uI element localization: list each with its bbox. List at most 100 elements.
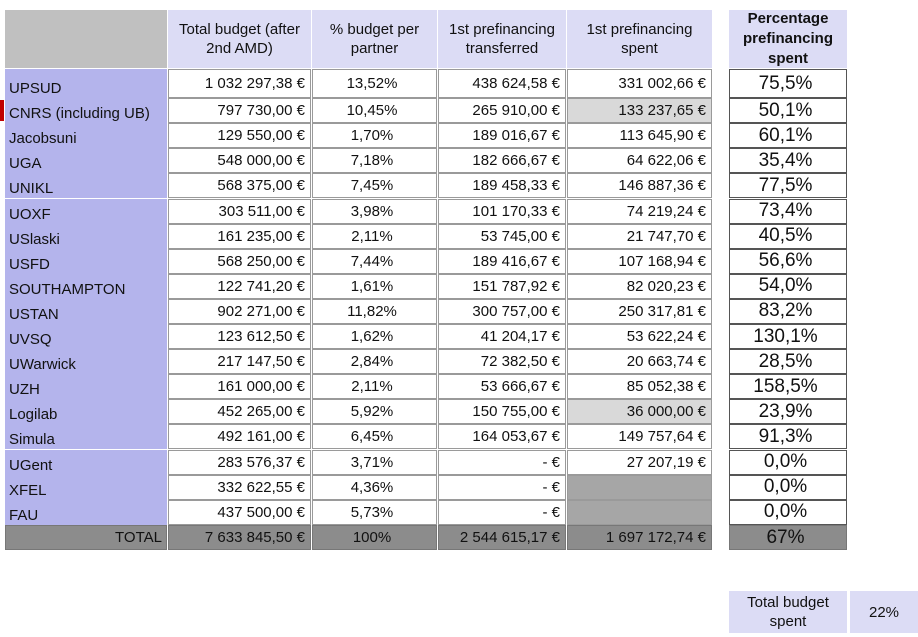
value-cell: 2,11% — [312, 223, 437, 249]
value-cell: 182 666,67 € — [438, 148, 566, 174]
value-cell: 36 000,00 € — [567, 399, 712, 425]
value-cell: 21 747,70 € — [567, 223, 712, 249]
header-cell: % budget per partner — [312, 10, 437, 68]
value-cell: 11,82% — [312, 298, 437, 324]
value-cell: 7,44% — [312, 248, 437, 274]
value-cell: 82 020,23 € — [567, 273, 712, 299]
value-cell: 158,5% — [729, 374, 847, 400]
value-cell: 53 622,24 € — [567, 324, 712, 350]
value-cell: 4,36% — [312, 474, 437, 500]
value-cell: 437 500,00 € — [168, 499, 311, 525]
value-cell: 28,5% — [729, 349, 847, 375]
partner-name: USTAN — [5, 298, 167, 324]
partner-name: FAU — [5, 499, 167, 525]
value-cell: 151 787,92 € — [438, 273, 566, 299]
value-cell: 568 250,00 € — [168, 248, 311, 274]
value-cell: 13,52% — [312, 69, 437, 99]
header-cell: 1st prefinancing spent — [567, 10, 712, 68]
partner-name: UPSUD — [5, 69, 167, 99]
total-cell: TOTAL — [5, 525, 167, 551]
total-cell: 100% — [312, 525, 437, 551]
value-cell — [567, 474, 712, 500]
value-cell: 72 382,50 € — [438, 349, 566, 375]
value-cell: 27 207,19 € — [567, 449, 712, 475]
value-cell: 123 612,50 € — [168, 324, 311, 350]
value-cell: 50,1% — [729, 98, 847, 124]
row-flag — [0, 100, 4, 122]
partner-name: UVSQ — [5, 324, 167, 350]
summary-value: 22% — [850, 591, 918, 633]
total-cell: 7 633 845,50 € — [168, 525, 311, 551]
value-cell: - € — [438, 474, 566, 500]
value-cell: 91,3% — [729, 424, 847, 450]
value-cell: 3,98% — [312, 198, 437, 224]
value-cell: 250 317,81 € — [567, 298, 712, 324]
value-cell: 113 645,90 € — [567, 123, 712, 149]
value-cell: 332 622,55 € — [168, 474, 311, 500]
value-cell: 83,2% — [729, 298, 847, 324]
value-cell: 331 002,66 € — [567, 69, 712, 99]
value-cell: 0,0% — [729, 499, 847, 525]
partner-name: UOXF — [5, 198, 167, 224]
value-cell: 130,1% — [729, 324, 847, 350]
value-cell: 56,6% — [729, 248, 847, 274]
header-blank — [5, 10, 167, 68]
value-cell: 149 757,64 € — [567, 424, 712, 450]
value-cell: 902 271,00 € — [168, 298, 311, 324]
value-cell: 2,84% — [312, 349, 437, 375]
value-cell: 77,5% — [729, 173, 847, 199]
value-cell: 107 168,94 € — [567, 248, 712, 274]
value-cell: 53 666,67 € — [438, 374, 566, 400]
value-cell: 73,4% — [729, 198, 847, 224]
value-cell: 64 622,06 € — [567, 148, 712, 174]
value-cell: 35,4% — [729, 148, 847, 174]
partner-name: UWarwick — [5, 349, 167, 375]
partner-name: XFEL — [5, 474, 167, 500]
partner-name: CNRS (including UB) — [5, 98, 167, 124]
value-cell: 300 757,00 € — [438, 298, 566, 324]
value-cell: 189 416,67 € — [438, 248, 566, 274]
value-cell: 5,92% — [312, 399, 437, 425]
partner-name: USlaski — [5, 223, 167, 249]
value-cell: 75,5% — [729, 69, 847, 99]
value-cell: 1 032 297,38 € — [168, 69, 311, 99]
total-cell: 2 544 615,17 € — [438, 525, 566, 551]
header-cell: Percentage prefinancing spent — [729, 10, 847, 68]
value-cell: 797 730,00 € — [168, 98, 311, 124]
value-cell: 3,71% — [312, 449, 437, 475]
partner-name: USFD — [5, 248, 167, 274]
value-cell: 189 458,33 € — [438, 173, 566, 199]
value-cell: 122 741,20 € — [168, 273, 311, 299]
value-cell: 303 511,00 € — [168, 198, 311, 224]
partner-name: Jacobsuni — [5, 123, 167, 149]
value-cell: 40,5% — [729, 223, 847, 249]
value-cell: 23,9% — [729, 399, 847, 425]
value-cell: 20 663,74 € — [567, 349, 712, 375]
total-cell: 67% — [729, 525, 847, 551]
value-cell: 189 016,67 € — [438, 123, 566, 149]
summary-label: Total budget spent — [729, 591, 847, 633]
value-cell: 161 000,00 € — [168, 374, 311, 400]
partner-name: UGA — [5, 148, 167, 174]
value-cell: 164 053,67 € — [438, 424, 566, 450]
value-cell: 54,0% — [729, 273, 847, 299]
value-cell: 283 576,37 € — [168, 449, 311, 475]
value-cell: 1,62% — [312, 324, 437, 350]
value-cell: 2,11% — [312, 374, 437, 400]
value-cell: 548 000,00 € — [168, 148, 311, 174]
value-cell: 6,45% — [312, 424, 437, 450]
value-cell: 53 745,00 € — [438, 223, 566, 249]
value-cell: - € — [438, 449, 566, 475]
value-cell: 0,0% — [729, 474, 847, 500]
value-cell: 1,70% — [312, 123, 437, 149]
value-cell: 41 204,17 € — [438, 324, 566, 350]
value-cell: - € — [438, 499, 566, 525]
value-cell: 5,73% — [312, 499, 437, 525]
partner-name: UZH — [5, 374, 167, 400]
header-cell: Total budget (after 2nd AMD) — [168, 10, 311, 68]
value-cell: 129 550,00 € — [168, 123, 311, 149]
partner-name: UGent — [5, 449, 167, 475]
partner-name: UNIKL — [5, 173, 167, 199]
partner-name: SOUTHAMPTON — [5, 273, 167, 299]
